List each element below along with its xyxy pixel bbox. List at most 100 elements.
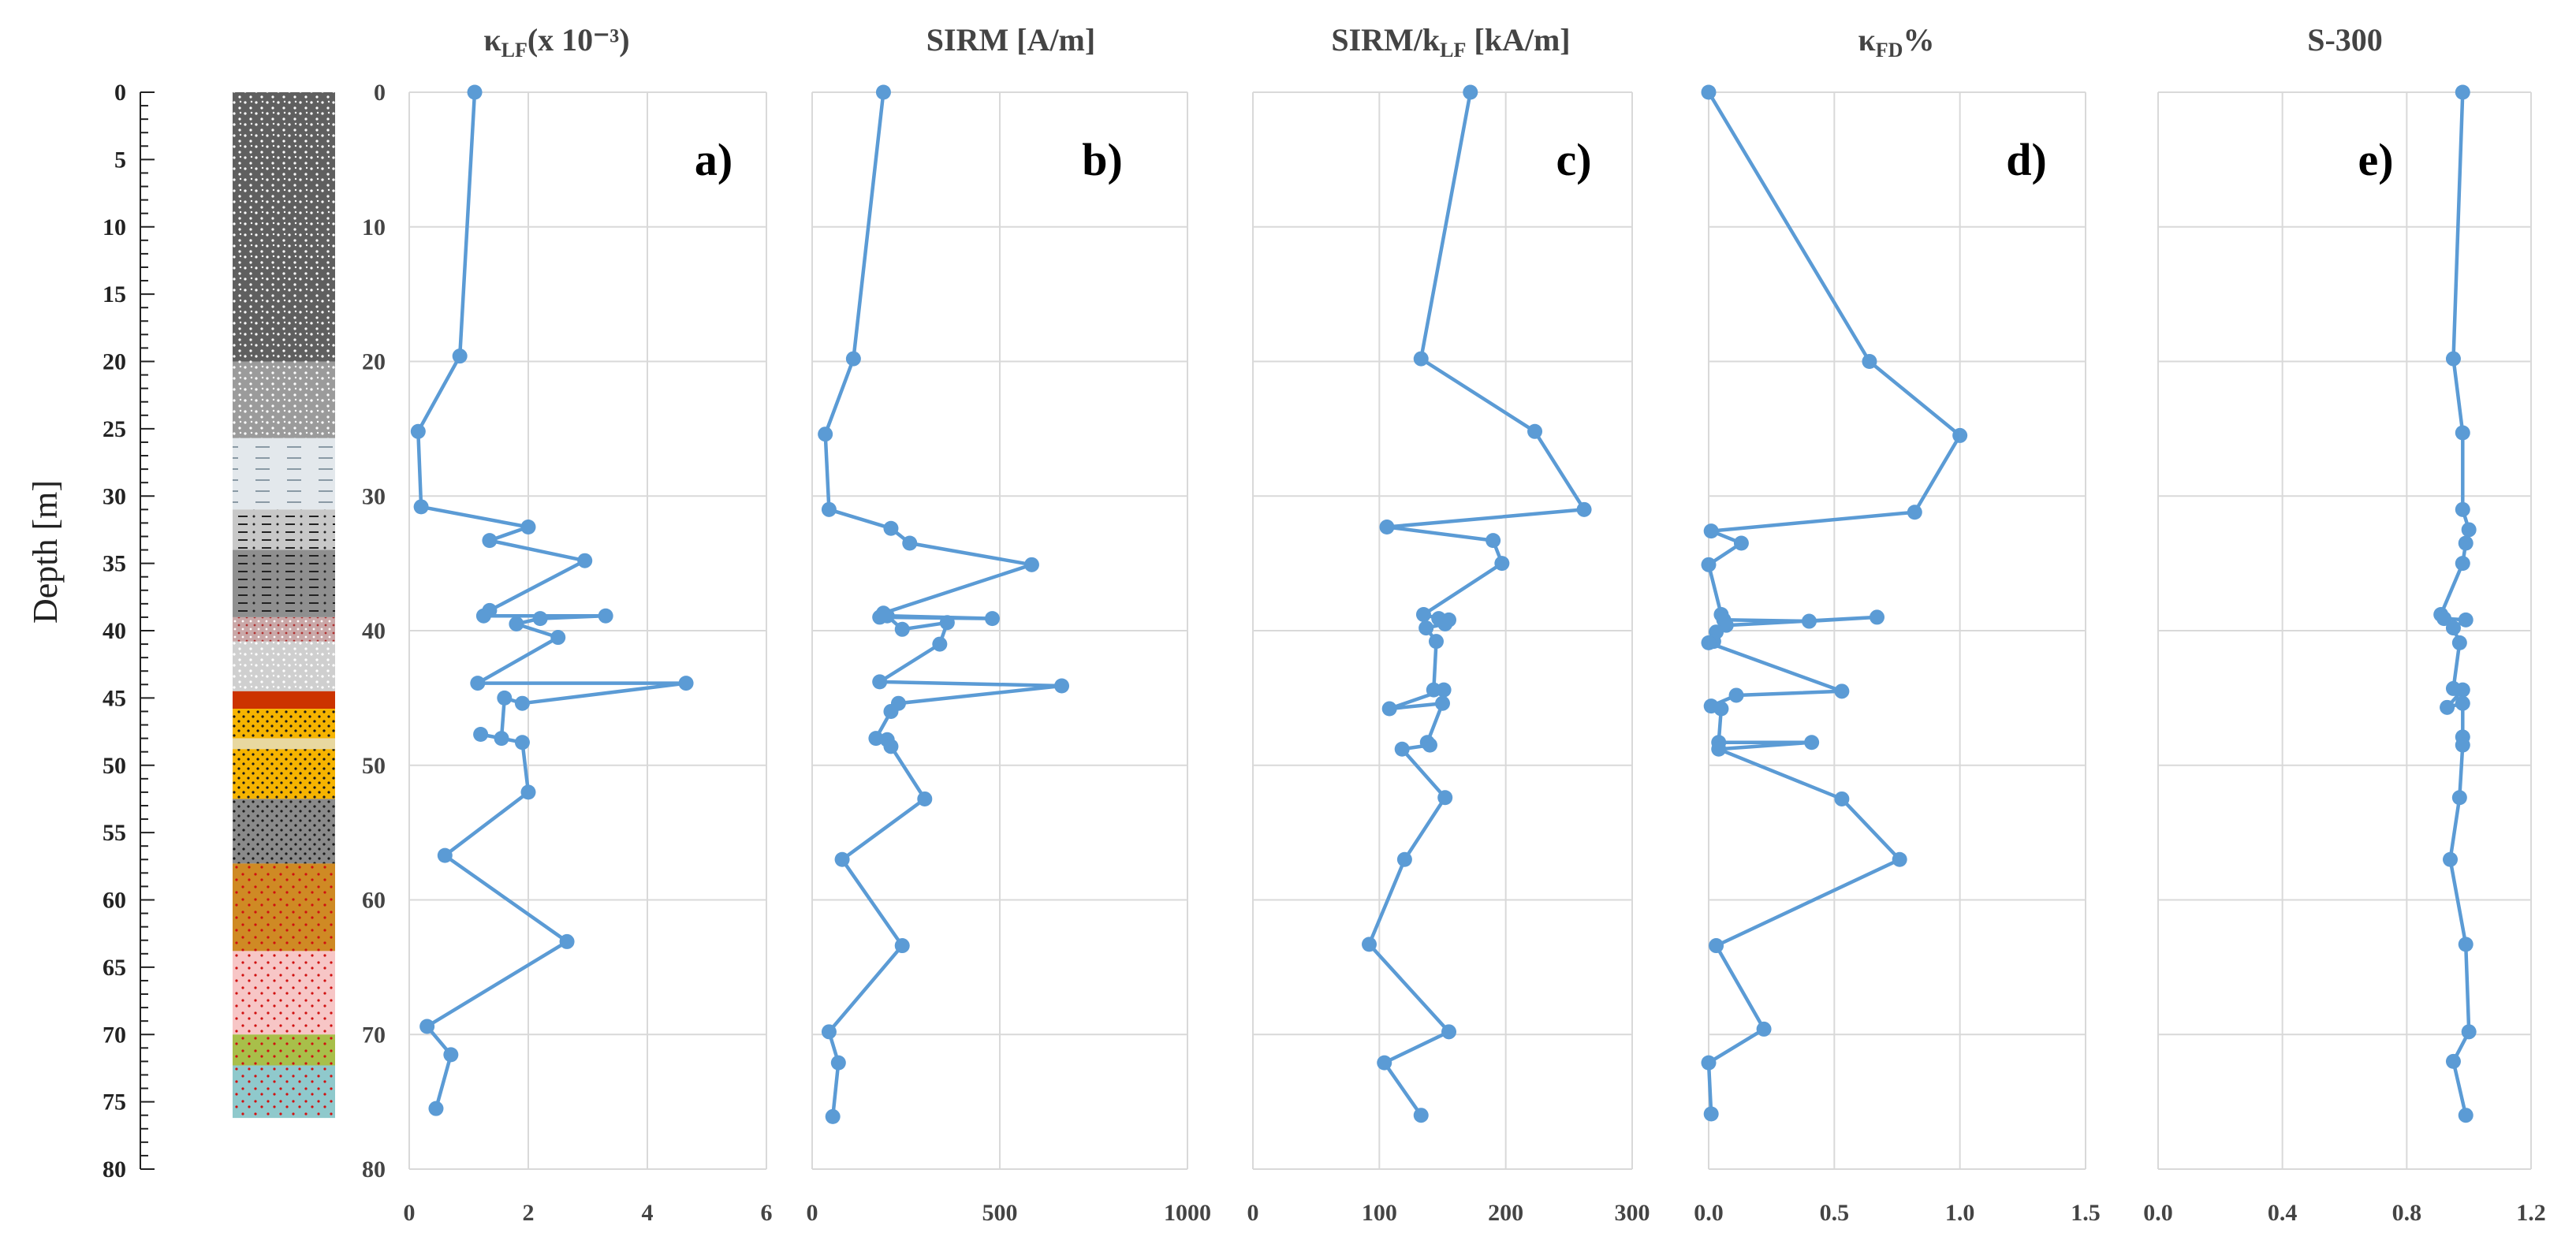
panel-gridlines — [2157, 91, 2532, 1170]
y-tick-label: 80 — [362, 1156, 386, 1183]
data-point — [984, 611, 1000, 627]
data-point — [520, 784, 536, 800]
data-point — [1054, 678, 1070, 694]
x-tick-label: 4 — [642, 1200, 654, 1226]
depth-tick-label: 40 — [103, 618, 126, 644]
data-point — [520, 520, 536, 535]
data-point — [1728, 687, 1744, 703]
data-point — [1701, 1055, 1717, 1071]
y-tick-label: 50 — [362, 753, 386, 779]
lithology-layer-pattern — [233, 1034, 335, 1066]
data-point — [1437, 616, 1453, 631]
data-point — [452, 348, 468, 364]
data-point — [419, 1019, 435, 1034]
depth-tick-label: 5 — [114, 147, 126, 173]
x-tick-label: 0.0 — [2143, 1200, 2173, 1226]
data-point — [437, 847, 453, 863]
lithology-layer — [233, 691, 335, 710]
panel-c-label: c) — [1556, 134, 1591, 185]
data-point — [818, 426, 833, 442]
data-point — [2455, 425, 2470, 441]
data-point — [1494, 556, 1510, 572]
lithology-layer-pattern — [233, 1065, 335, 1119]
series-line — [2439, 91, 2471, 1116]
x-tick-label: 1000 — [1164, 1200, 1211, 1226]
data-point — [825, 1108, 841, 1124]
lithology-layer-pattern — [233, 951, 335, 1035]
data-point — [2440, 699, 2455, 715]
y-tick-label: 20 — [362, 349, 386, 375]
data-point — [514, 735, 530, 750]
data-point — [1463, 84, 1478, 100]
panel-b: SIRM [A/m] b) 0 500 1000 — [807, 22, 1212, 1226]
data-point — [2458, 1108, 2473, 1123]
data-point — [559, 933, 575, 949]
x-tick-label: 0 — [807, 1200, 818, 1226]
y-tick-label: 70 — [362, 1022, 386, 1048]
x-tick-label: 0.4 — [2268, 1200, 2298, 1226]
data-point — [894, 621, 910, 637]
data-point — [2445, 1053, 2461, 1069]
data-point — [2451, 790, 2467, 806]
data-point — [821, 501, 837, 517]
data-point — [410, 423, 426, 439]
x-tick-label: 2 — [523, 1200, 535, 1226]
data-point — [1486, 533, 1501, 549]
series-line — [823, 91, 1064, 1117]
x-tick-label: 0 — [404, 1200, 416, 1226]
data-point — [932, 636, 948, 652]
data-point — [467, 84, 483, 100]
data-point — [494, 731, 509, 747]
series-line — [416, 91, 688, 1109]
y-tick-label: 10 — [362, 214, 386, 240]
panel-d: κFD% d) 0.0 0.5 1.0 1.5 — [1694, 22, 2101, 1226]
lithology-layer-pattern — [233, 709, 335, 739]
panel-gridlines — [1708, 91, 2086, 1170]
data-point — [902, 535, 918, 551]
lithology-layer-pattern — [233, 799, 335, 864]
data-point — [2461, 1024, 2477, 1040]
data-point — [1396, 851, 1412, 867]
depth-axis: 0 5 10 15 20 25 30 35 40 45 50 55 60 65 70 75 80 — [103, 80, 155, 1183]
depth-tick-label: 60 — [103, 888, 126, 914]
panel-b-title: SIRM [A/m] — [926, 22, 1095, 58]
x-tick-label: 100 — [1362, 1200, 1397, 1226]
data-point — [1701, 557, 1717, 572]
data-point — [1701, 84, 1717, 100]
data-point — [2445, 620, 2461, 636]
data-point — [1413, 351, 1429, 367]
x-tick-label: 0 — [1247, 1200, 1259, 1226]
data-point — [1435, 695, 1450, 711]
lithology-layer-pattern — [233, 92, 335, 362]
data-point — [470, 676, 486, 691]
lithology-layer-pattern — [233, 616, 335, 642]
data-point — [879, 608, 895, 624]
data-point — [598, 608, 613, 624]
lithology-layer-pattern — [233, 549, 335, 617]
data-point — [1576, 501, 1592, 517]
data-point — [1413, 1108, 1429, 1123]
depth-tick-label: 55 — [103, 820, 126, 846]
data-point — [1418, 620, 1434, 636]
data-point — [1379, 520, 1395, 535]
depth-tick-label: 65 — [103, 955, 126, 981]
data-point — [1804, 735, 1820, 750]
data-point — [2436, 611, 2452, 627]
data-point — [939, 615, 955, 631]
panel-e-title: S-300 — [2307, 22, 2383, 58]
data-point — [577, 553, 593, 568]
data-point — [2458, 937, 2473, 952]
panel-c: SIRM/kLF [kA/m] c) 0 100 200 300 — [1247, 22, 1650, 1226]
panel-a-label: a) — [695, 134, 733, 185]
data-point — [2455, 737, 2470, 753]
y-tick-label: 0 — [374, 80, 386, 106]
data-point — [830, 1055, 846, 1071]
data-point — [482, 533, 498, 549]
panel-d-label: d) — [2006, 134, 2047, 185]
data-point — [1381, 701, 1397, 717]
lithology-column — [233, 92, 335, 1119]
x-tick-label: 0.0 — [1694, 1200, 1724, 1226]
data-point — [1527, 423, 1543, 439]
